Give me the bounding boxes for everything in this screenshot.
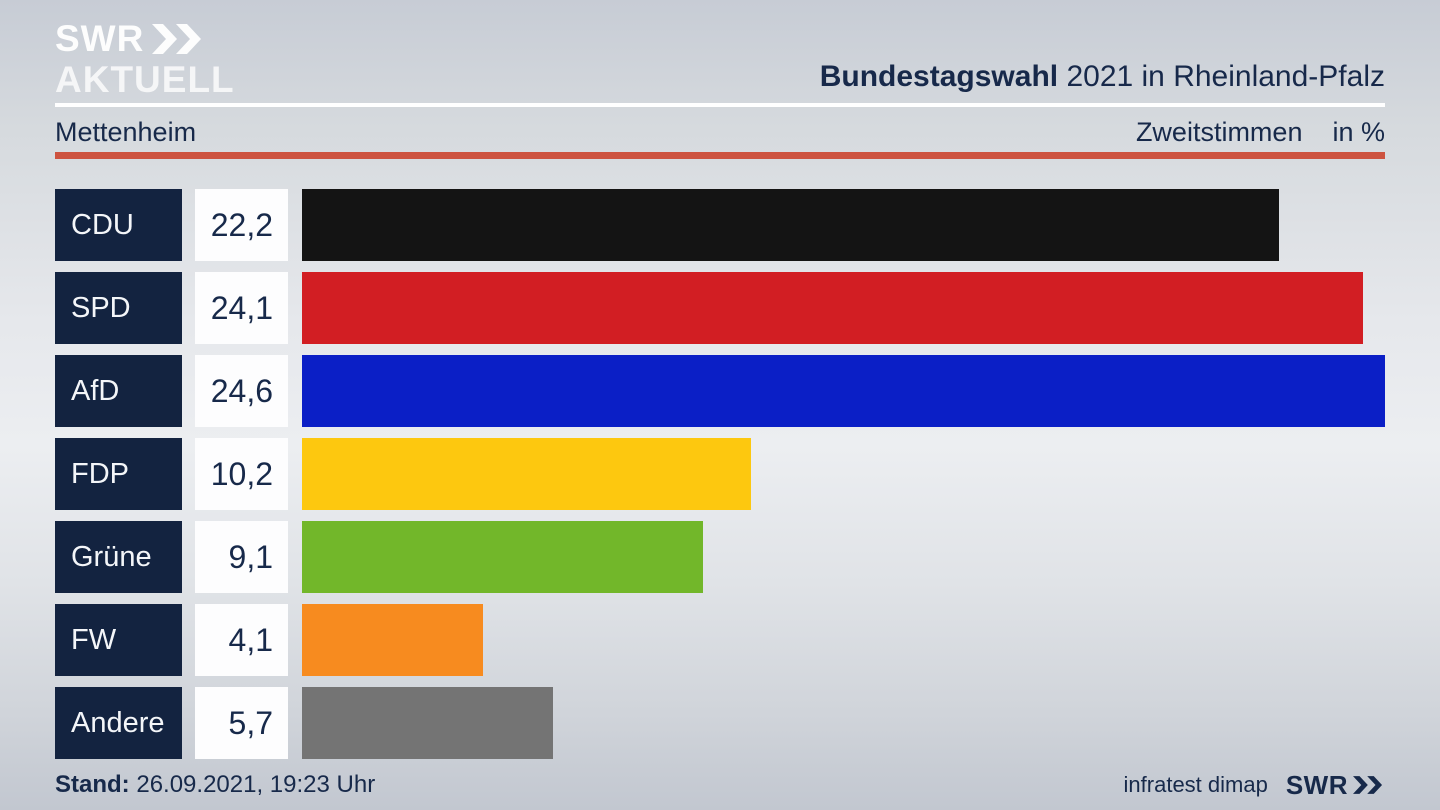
swr-footer-text: SWR xyxy=(1285,769,1348,800)
party-bar xyxy=(302,355,1385,427)
bar-track xyxy=(302,355,1385,427)
party-label: Grüne xyxy=(55,521,182,593)
chart-row: Andere 5,7 xyxy=(55,687,1385,759)
bar-track xyxy=(302,687,1385,759)
party-label: SPD xyxy=(55,272,182,344)
title-rest: 2021 in Rheinland-Pfalz xyxy=(1058,60,1385,93)
party-bar xyxy=(302,438,752,510)
party-value: 24,6 xyxy=(195,355,288,427)
stand-timestamp: Stand: 26.09.2021, 19:23 Uhr xyxy=(55,771,375,799)
source-label: infratest dimap xyxy=(1123,772,1268,797)
footer: Stand: 26.09.2021, 19:23 Uhr infratest d… xyxy=(55,769,1385,801)
chart-row: FDP 10,2 xyxy=(55,438,1385,510)
bar-track xyxy=(302,604,1385,676)
swr-footer-logo: SWR xyxy=(1286,770,1385,801)
bar-track xyxy=(302,438,1385,510)
subheader: Mettenheim Zweitstimmen in % xyxy=(55,114,1385,150)
party-value: 10,2 xyxy=(195,438,288,510)
party-label: FW xyxy=(55,604,182,676)
aktuell-logo-text: AKTUELL xyxy=(55,59,235,100)
chart-row: FW 4,1 xyxy=(55,604,1385,676)
party-bar xyxy=(302,604,483,676)
party-bar xyxy=(302,687,553,759)
chart-rows: CDU 22,2 SPD 24,1 AfD 24,6 FDP 10,2 Grün xyxy=(55,189,1385,759)
party-value: 9,1 xyxy=(195,521,288,593)
chart-row: Grüne 9,1 xyxy=(55,521,1385,593)
title-bold: Bundestagswahl xyxy=(819,60,1059,93)
bar-track xyxy=(302,189,1385,261)
region-label: Mettenheim xyxy=(55,116,197,147)
swr-chevrons-icon xyxy=(152,23,206,54)
party-bar xyxy=(302,189,1280,261)
party-bar xyxy=(302,272,1363,344)
swr-aktuell-logo: SWR AKTUELL xyxy=(55,20,235,98)
measure-name: Zweitstimmen xyxy=(1135,116,1303,147)
stand-value: 26.09.2021, 19:23 Uhr xyxy=(129,771,376,798)
swr-logo-text: SWR xyxy=(55,18,145,59)
party-value: 22,2 xyxy=(195,189,288,261)
red-divider xyxy=(55,152,1385,159)
party-value: 24,1 xyxy=(195,272,288,344)
party-label: AfD xyxy=(55,355,182,427)
swr-footer-chevrons-icon xyxy=(1353,776,1383,794)
header-divider xyxy=(55,103,1385,107)
party-value: 4,1 xyxy=(195,604,288,676)
measure-label: Zweitstimmen in % xyxy=(1136,117,1385,148)
bar-track xyxy=(302,521,1385,593)
party-label: Andere xyxy=(55,687,182,759)
credits: infratest dimap SWR xyxy=(1124,770,1385,801)
bar-track xyxy=(302,272,1385,344)
page-title: Bundestagswahl 2021 in Rheinland-Pfalz xyxy=(820,60,1385,94)
chart-row: SPD 24,1 xyxy=(55,272,1385,344)
chart-row: CDU 22,2 xyxy=(55,189,1385,261)
party-value: 5,7 xyxy=(195,687,288,759)
stand-label: Stand: xyxy=(55,771,130,798)
chart-row: AfD 24,6 xyxy=(55,355,1385,427)
party-label: FDP xyxy=(55,438,182,510)
party-label: CDU xyxy=(55,189,182,261)
party-bar xyxy=(302,521,703,593)
measure-unit: in % xyxy=(1332,116,1385,147)
